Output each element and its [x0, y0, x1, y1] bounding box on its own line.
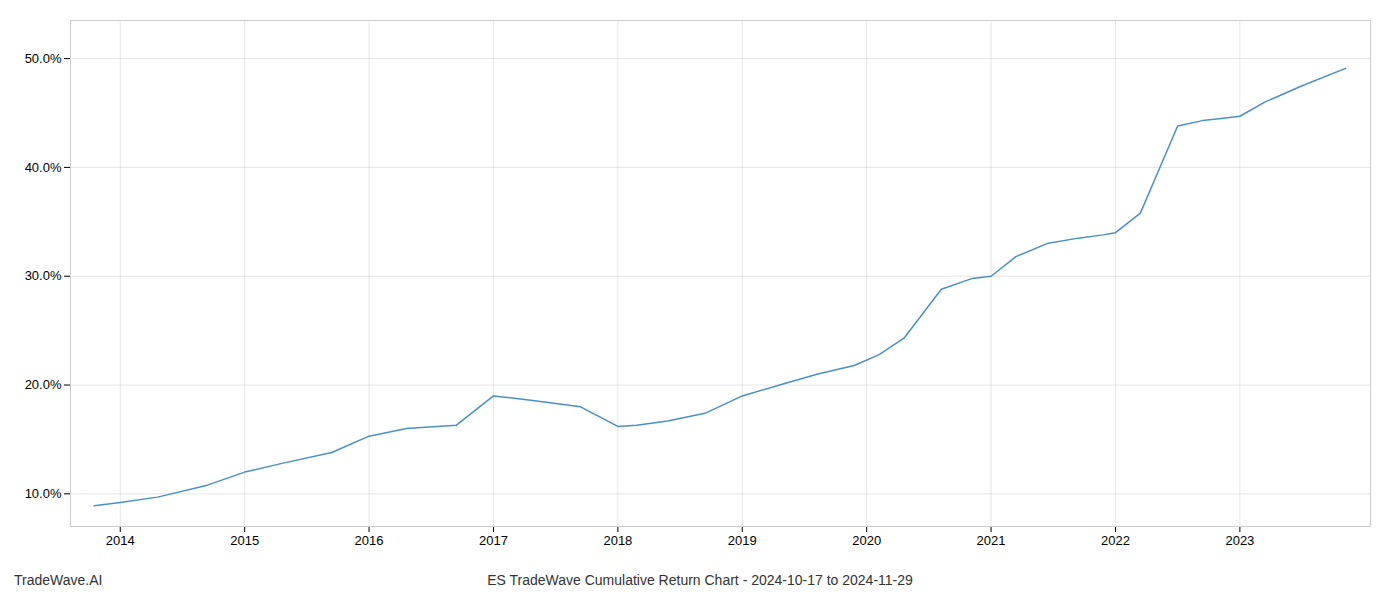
svg-text:2017: 2017 [479, 533, 508, 548]
html-text:TradeWave.AI: TradeWave.AI [14, 572, 103, 588]
svg-text:20.0%: 20.0% [25, 377, 62, 392]
svg-text:50.0%: 50.0% [25, 51, 62, 66]
svg-text:2015: 2015 [230, 533, 259, 548]
svg-text:2020: 2020 [852, 533, 881, 548]
html-text:ES TradeWave Cumulative Return: ES TradeWave Cumulative Return Chart - 2… [487, 572, 913, 588]
svg-text:40.0%: 40.0% [25, 160, 62, 175]
svg-text:30.0%: 30.0% [25, 268, 62, 283]
svg-text:2021: 2021 [977, 533, 1006, 548]
svg-text:10.0%: 10.0% [25, 486, 62, 501]
svg-text:2014: 2014 [106, 533, 135, 548]
svg-text:2018: 2018 [603, 533, 632, 548]
svg-text:2019: 2019 [728, 533, 757, 548]
svg-text:2022: 2022 [1101, 533, 1130, 548]
svg-text:2016: 2016 [355, 533, 384, 548]
svg-text:2023: 2023 [1225, 533, 1254, 548]
